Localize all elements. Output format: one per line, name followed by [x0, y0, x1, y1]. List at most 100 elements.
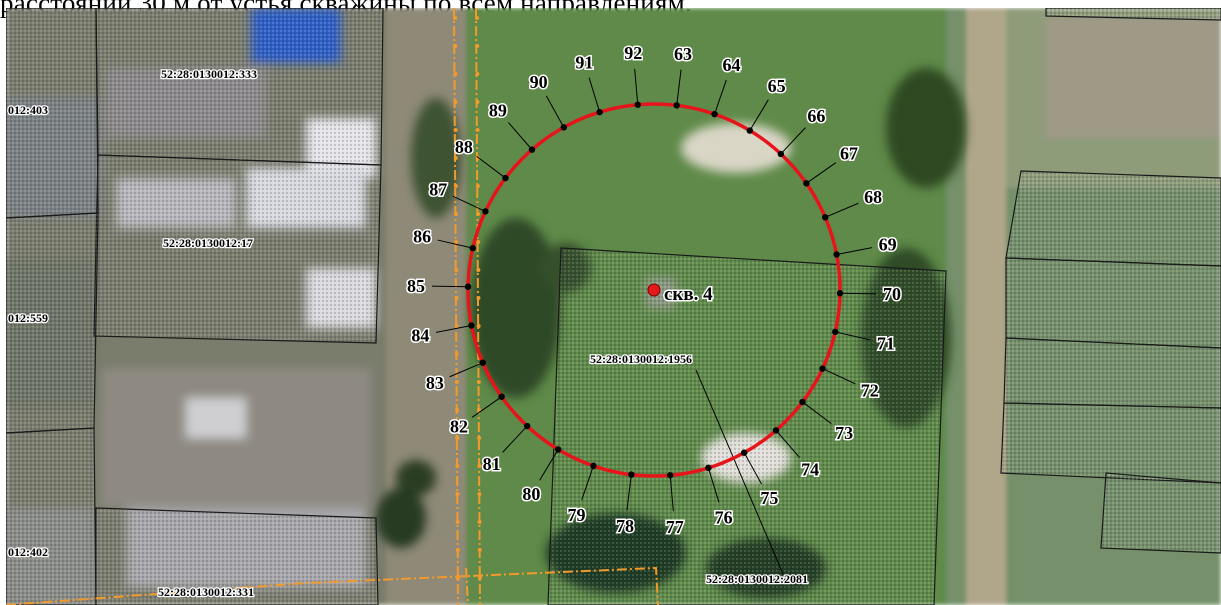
boundary-point-80[interactable]	[555, 446, 562, 453]
utility-node	[454, 268, 459, 272]
boundary-point-73[interactable]	[799, 398, 806, 406]
boundary-point-76[interactable]	[705, 464, 712, 472]
utility-node	[476, 240, 481, 244]
boundary-point-leader	[449, 362, 483, 378]
parcel-331[interactable]	[95, 507, 379, 605]
parcel-label-402: 012:402	[8, 545, 48, 559]
boundary-point-leader	[806, 162, 837, 184]
utility-nodes	[453, 16, 482, 580]
boundary-point-77[interactable]	[667, 472, 674, 479]
parcel-402[interactable]	[6, 427, 97, 605]
boundary-point-leader	[502, 425, 528, 453]
parcel-333[interactable]	[95, 8, 384, 166]
boundary-point-leader	[743, 452, 763, 485]
boundary-point-86[interactable]	[469, 244, 476, 252]
boundary-point-label-75: 75	[760, 488, 778, 508]
map-canvas[interactable]: 63 64 65 66 67 68 69 70 71 72 73 74 75 76 77 78 79 80 81 82…	[6, 8, 1221, 605]
utility-node	[453, 184, 458, 188]
boundary-point-label-76: 76	[715, 508, 733, 528]
sanitary-zone-circle[interactable]	[466, 102, 842, 478]
boundary-point-leader	[435, 324, 472, 333]
boundary-point-72[interactable]	[819, 365, 826, 372]
boundary-point-87[interactable]	[482, 208, 489, 215]
utility-node	[454, 352, 459, 356]
parcel-right-1[interactable]	[1005, 170, 1221, 267]
boundary-point-leader	[775, 430, 801, 458]
boundary-point-label-87: 87	[429, 179, 447, 199]
utility-lines	[6, 8, 659, 605]
boundary-point-leader	[836, 247, 873, 256]
utility-node	[453, 44, 458, 48]
parcel-label-2081: 52:28:0130012:2081	[706, 572, 808, 586]
boundary-point-82[interactable]	[498, 393, 505, 400]
boundary-point-leader	[825, 202, 859, 218]
boundary-point-leader	[545, 95, 565, 128]
utility-node	[455, 408, 460, 412]
parcel-right-2[interactable]	[1005, 257, 1221, 349]
boundary-point-leader	[714, 79, 727, 115]
utility-node	[475, 128, 480, 132]
boundary-point-leader	[676, 69, 682, 106]
utility-node	[455, 464, 460, 468]
boundary-point-label-70: 70	[883, 284, 901, 304]
boundary-point-84[interactable]	[468, 322, 475, 329]
boundary-point-label-69: 69	[879, 235, 897, 255]
boundary-point-label-66: 66	[807, 106, 825, 126]
utility-node	[454, 324, 459, 328]
boundary-point-68[interactable]	[822, 214, 829, 221]
boundary-point-label-79: 79	[568, 505, 586, 525]
parcel-right-3[interactable]	[1003, 337, 1221, 409]
boundary-point-92[interactable]	[634, 101, 641, 108]
boundary-point-label-80: 80	[522, 484, 540, 504]
boundary-point-91[interactable]	[596, 108, 603, 116]
utility-node	[455, 520, 460, 524]
boundary-point-leader	[471, 396, 502, 418]
utility-node	[475, 100, 480, 104]
boundary-point-88[interactable]	[502, 174, 509, 182]
utility-node	[455, 492, 460, 496]
utility-node	[454, 296, 459, 300]
utility-node	[477, 492, 482, 496]
utility-node	[454, 380, 459, 384]
utility-node	[476, 324, 481, 328]
boundary-point-70[interactable]	[836, 290, 844, 297]
boundary-point-leader	[626, 474, 632, 511]
boundary-point-79[interactable]	[590, 462, 597, 470]
boundary-point-67[interactable]	[803, 180, 810, 187]
parcel-top-right[interactable]	[1045, 8, 1221, 21]
boundary-point-85[interactable]	[464, 283, 472, 290]
parcel-right-4[interactable]	[1000, 402, 1221, 484]
utility-node	[475, 44, 480, 48]
boundary-point-90[interactable]	[560, 124, 568, 131]
boundary-point-74[interactable]	[772, 427, 780, 434]
boundary-point-leader	[839, 292, 876, 295]
boundary-point-71[interactable]	[832, 328, 839, 336]
boundary-point-69[interactable]	[833, 251, 840, 258]
parcel-1956[interactable]	[547, 247, 947, 605]
boundary-point-89[interactable]	[528, 146, 536, 153]
boundary-point-leader	[452, 195, 486, 212]
boundary-point-81[interactable]	[523, 422, 531, 430]
parcel-right-5[interactable]	[1100, 472, 1221, 554]
boundary-point-66[interactable]	[777, 150, 785, 158]
boundary-point-64[interactable]	[711, 110, 718, 118]
boundary-point-leader	[780, 127, 806, 155]
utility-node	[453, 100, 458, 104]
utility-node	[455, 436, 460, 440]
boundary-point-leaders	[432, 68, 876, 512]
boundary-point-leader	[539, 449, 559, 481]
map-view[interactable]: 63 64 65 66 67 68 69 70 71 72 73 74 75 76 77 78 79 80 81 82…	[6, 8, 1221, 605]
utility-node	[453, 16, 458, 20]
boundary-point-label-86: 86	[413, 226, 431, 246]
well-marker[interactable]	[647, 283, 661, 297]
boundary-point-label-67: 67	[840, 143, 858, 163]
boundary-point-label-92: 92	[624, 43, 642, 63]
utility-node	[475, 184, 480, 188]
boundary-point-78[interactable]	[628, 471, 635, 478]
boundary-point-63[interactable]	[673, 102, 680, 109]
boundary-point-65[interactable]	[746, 127, 753, 134]
boundary-point-83[interactable]	[479, 359, 486, 366]
boundary-point-leader	[476, 155, 506, 179]
boundary-point-75[interactable]	[740, 449, 748, 456]
parcel-label-403: 012:403	[8, 103, 48, 117]
